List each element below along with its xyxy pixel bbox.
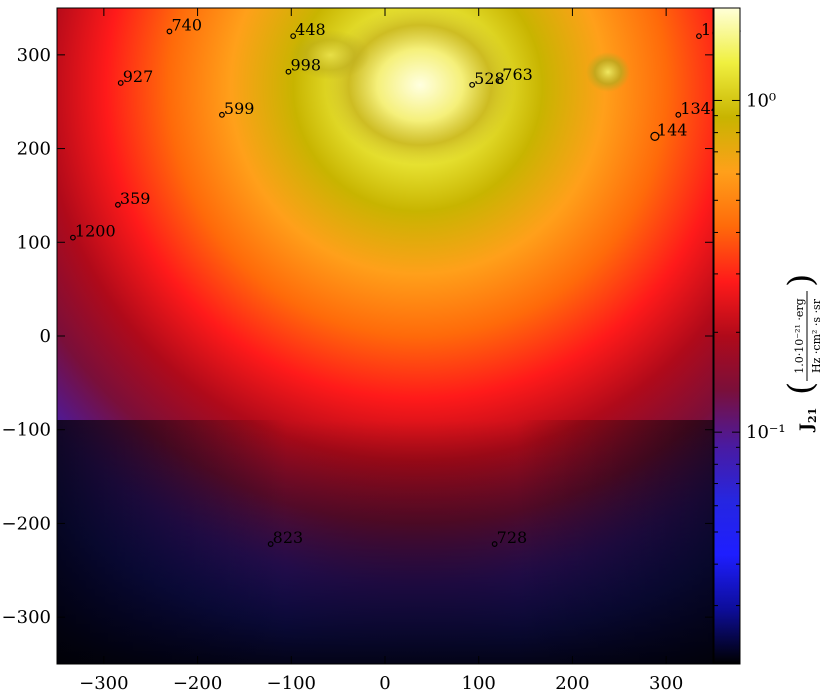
heatmap-field: [57, 8, 713, 664]
halo-marker-927: [117, 80, 124, 86]
halo-label-823: 823: [273, 528, 304, 547]
halo-marker-740: [166, 28, 173, 35]
colorbar-label-denominator: Hz ·cm² ·s ·sr: [810, 298, 823, 373]
colorbar-label-open-paren: (: [781, 382, 821, 395]
halo-label-740: 740: [171, 15, 202, 34]
halo-label-1200: 1200: [75, 222, 116, 241]
x-axis: −300 −200 −100 0 100 200 300: [79, 8, 683, 694]
halo-label-728: 728: [497, 528, 528, 547]
x-tick-label: −300: [79, 673, 128, 694]
halo-marker-823: [267, 541, 274, 547]
x-tick-label: 100: [462, 673, 496, 694]
halo-marker-998: [285, 68, 292, 75]
y-tick-label: −300: [2, 607, 51, 628]
halo-marker-359: [115, 201, 121, 208]
halo-marker-528: [469, 81, 476, 88]
colorbar-label-close-paren: ): [781, 274, 821, 287]
halo-label-927: 927: [123, 67, 154, 86]
colorbar-label-numerator: 1.0·10⁻²¹ ·erg: [793, 298, 806, 373]
y-tick-label: 300: [17, 45, 51, 66]
halo-marker-763: [497, 78, 504, 84]
halo-label-448: 448: [295, 20, 326, 39]
halo-label-528: 528: [474, 69, 505, 88]
halo-label-763: 763: [502, 65, 533, 84]
colorbar-tick-label: 10⁰: [746, 90, 776, 111]
halo-marker-599: [219, 111, 225, 118]
colorbar-label: J21 ( 1.0·10⁻²¹ ·erg Hz ·cm² ·s ·sr ): [781, 274, 823, 433]
halo-label-1344: 1344: [680, 99, 721, 118]
halo-label-144: 144: [657, 120, 688, 139]
y-tick-label: −100: [2, 420, 51, 441]
halo-marker-1344: [675, 111, 682, 118]
colorbar-frame: [713, 7, 741, 665]
y-tick-label: 100: [17, 232, 51, 253]
y-tick-label: 200: [17, 139, 51, 160]
halo-label-599: 599: [224, 99, 255, 118]
halo-marker-1200: [70, 234, 76, 241]
colorbar-tick-label: 10⁻¹: [746, 422, 786, 443]
y-tick-label: 0: [40, 326, 51, 347]
colorbar-gradient: [714, 8, 740, 664]
halo-marker-1316: [696, 33, 702, 40]
halo-markers: 7404481316927998528763599134414435912008…: [70, 15, 742, 547]
x-tick-label: −100: [267, 673, 316, 694]
halo-marker-448: [290, 33, 297, 40]
colorbar-label-symbol: J21: [797, 408, 819, 433]
x-tick-label: 0: [379, 673, 390, 694]
colorbar-ticks: 10⁻¹ 10⁰: [714, 90, 786, 665]
x-tick-label: 300: [649, 673, 683, 694]
colorbar: 10⁻¹ 10⁰: [713, 7, 786, 665]
y-axis: −300 −200 −100 0 100 200 300: [2, 45, 713, 628]
halo-marker-728: [491, 541, 498, 547]
halo-label-359: 359: [120, 189, 151, 208]
x-tick-label: −200: [173, 673, 222, 694]
y-tick-label: −200: [2, 513, 51, 534]
x-tick-label: 200: [555, 673, 589, 694]
halo-label-998: 998: [290, 56, 321, 75]
halo-marker-144: [650, 131, 660, 141]
